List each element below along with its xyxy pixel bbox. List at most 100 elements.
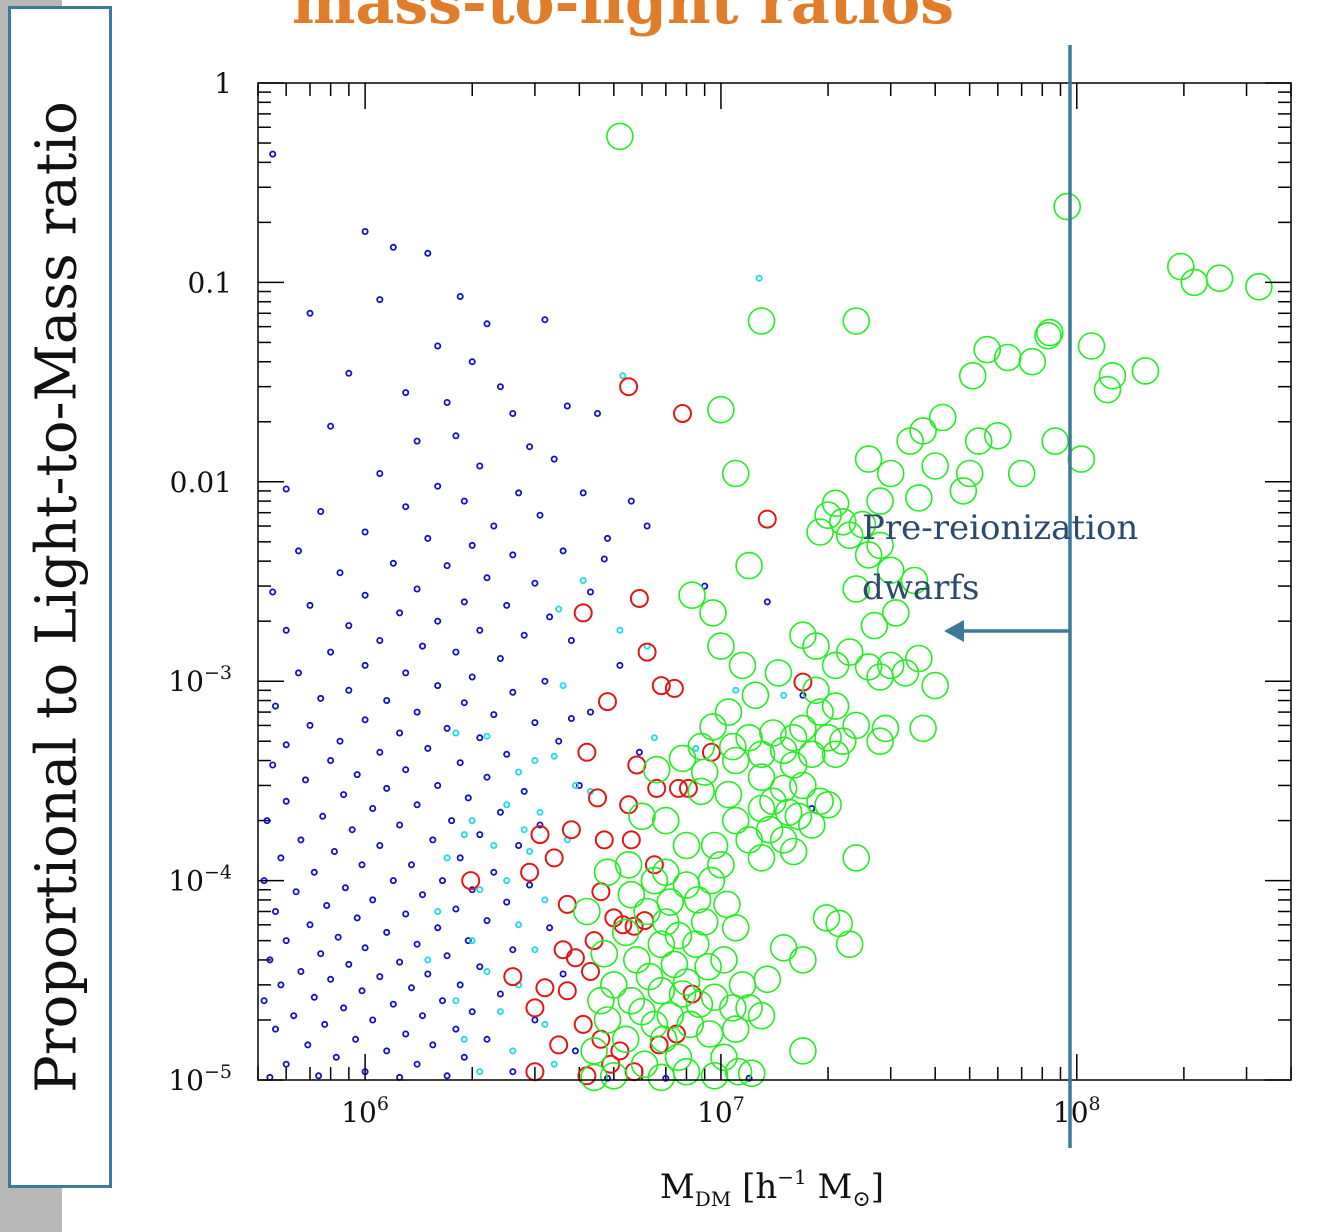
data-point — [402, 766, 410, 774]
data-point — [553, 940, 573, 960]
data-point — [327, 648, 335, 656]
data-point — [958, 361, 987, 390]
data-point — [520, 826, 528, 834]
data-point — [468, 541, 476, 549]
data-point — [647, 976, 676, 1005]
data-point — [759, 719, 787, 747]
data-point — [402, 503, 410, 511]
data-point — [668, 980, 697, 1008]
data-point — [697, 866, 726, 895]
data-point — [563, 402, 571, 410]
data-point — [460, 831, 468, 839]
data-point — [664, 678, 684, 698]
data-point — [949, 477, 978, 505]
data-point — [559, 682, 567, 690]
data-point — [611, 1025, 640, 1054]
data-point — [664, 921, 693, 950]
data-point — [876, 459, 905, 488]
data-point — [389, 559, 397, 567]
data-point — [345, 622, 353, 630]
data-point — [676, 1010, 705, 1039]
data-point — [490, 522, 498, 530]
data-point — [579, 577, 587, 585]
data-point — [332, 1053, 340, 1061]
data-point — [452, 648, 460, 656]
data-point — [779, 751, 808, 779]
data-point — [866, 727, 894, 756]
data-point — [673, 404, 692, 423]
scatter-points — [260, 122, 1273, 1092]
data-point — [821, 692, 850, 720]
data-point — [571, 782, 579, 790]
data-point — [672, 831, 701, 860]
data-point — [1205, 264, 1234, 293]
data-point — [983, 421, 1012, 450]
data-point — [526, 881, 534, 889]
data-point — [647, 778, 667, 798]
data-point — [735, 551, 763, 580]
data-point — [842, 711, 871, 740]
data-point — [361, 716, 369, 724]
data-point — [681, 930, 710, 959]
data-point — [721, 913, 750, 942]
data-point — [424, 534, 432, 542]
data-point — [277, 854, 285, 862]
data-point — [621, 830, 641, 850]
data-point — [383, 1047, 391, 1055]
data-point — [434, 924, 442, 932]
series-0 — [260, 150, 816, 1082]
data-point — [541, 316, 549, 324]
data-point — [814, 723, 842, 752]
data-point — [1007, 459, 1036, 488]
data-point — [260, 997, 268, 1005]
data-point — [741, 681, 770, 710]
y-tick-label: 10−3 — [168, 662, 232, 698]
data-point — [571, 1047, 579, 1055]
data-point — [531, 946, 539, 954]
data-point — [735, 723, 763, 752]
data-point — [336, 569, 344, 577]
data-point — [700, 983, 729, 1012]
data-point — [361, 591, 369, 599]
data-point — [593, 1006, 622, 1034]
data-point — [294, 669, 302, 677]
data-point — [871, 714, 900, 743]
data-point — [699, 713, 727, 741]
data-point — [396, 1073, 404, 1081]
data-point — [297, 968, 305, 976]
data-point — [587, 588, 595, 596]
data-point — [821, 740, 850, 769]
data-point — [468, 817, 476, 825]
data-point — [573, 1014, 593, 1034]
data-point — [590, 939, 619, 968]
data-point — [797, 811, 826, 839]
data-point — [460, 598, 468, 606]
data-point — [503, 967, 523, 987]
data-point — [550, 1060, 558, 1068]
data-point — [353, 914, 361, 922]
data-point — [369, 805, 377, 813]
data-point — [282, 485, 290, 493]
data-point — [443, 398, 451, 406]
x-axis-label-text: MDM [h−1 M⊙] — [660, 1165, 884, 1212]
data-point — [928, 403, 957, 432]
data-point — [290, 1012, 298, 1020]
data-point — [580, 1037, 608, 1065]
data-point — [452, 729, 460, 737]
data-point — [490, 842, 498, 850]
data-point — [361, 528, 369, 536]
data-point — [594, 409, 602, 417]
data-point — [866, 487, 894, 515]
data-point — [541, 677, 549, 685]
data-point — [376, 842, 384, 850]
data-point — [550, 752, 558, 760]
data-point — [306, 921, 314, 929]
data-point — [881, 599, 910, 627]
data-point — [721, 459, 750, 488]
data-point — [699, 599, 727, 627]
data-point — [402, 389, 410, 397]
data-point — [835, 638, 864, 666]
x-tick-labels: 106 107 108 — [341, 1093, 1100, 1129]
data-point — [640, 866, 669, 895]
data-point — [685, 990, 714, 1019]
